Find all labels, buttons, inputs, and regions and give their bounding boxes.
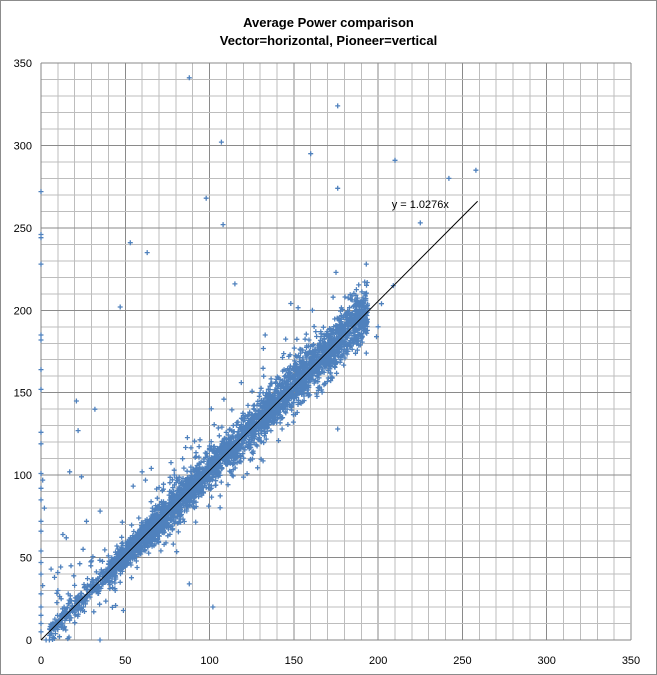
tick-labels: 0 50 100 150 200 250 300 350 0 50 100 150 200 250 300 3… [14,58,641,667]
x-tick-label: 250 [453,655,471,667]
chart-title-line-1: Average Power comparison [243,15,414,30]
chart-title: Average Power comparison Vector=horizont… [0,14,657,50]
gridlines [40,62,632,641]
x-tick-label: 300 [538,655,556,667]
y-tick-label: 250 [14,223,32,235]
y-tick-label: 350 [14,58,32,70]
y-tick-label: 150 [14,388,32,400]
trendline: y = 1.0276x [40,199,478,641]
y-tick-label: 300 [14,140,32,152]
x-tick-label: 100 [200,655,218,667]
y-tick-label: 0 [26,635,32,647]
trendline-equation: y = 1.0276x [392,199,450,211]
y-tick-label: 200 [14,305,32,317]
x-tick-label: 150 [285,655,303,667]
x-tick-label: 350 [622,655,640,667]
trendline-line [40,200,478,641]
x-tick-label: 0 [38,655,44,667]
x-tick-label: 200 [369,655,387,667]
chart-title-line-2: Vector=horizontal, Pioneer=vertical [219,33,438,48]
x-tick-label: 50 [119,655,131,667]
y-tick-label: 100 [14,470,32,482]
data-points [38,75,479,643]
y-tick-label: 50 [20,553,32,565]
scatter-point [38,75,479,643]
